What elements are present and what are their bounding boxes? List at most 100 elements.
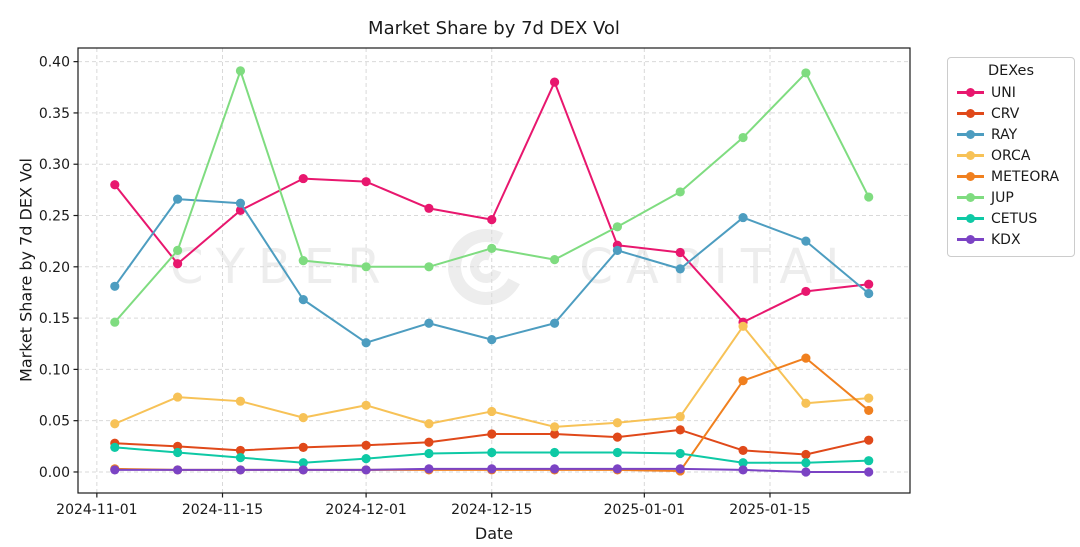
data-point-CRV: [612, 432, 623, 442]
data-point-RAY: [424, 318, 434, 328]
data-point-CETUS: [612, 447, 623, 458]
legend-swatch-JUP: [957, 193, 984, 202]
legend-swatch-METEORA: [957, 172, 984, 181]
data-point-ORCA: [612, 418, 623, 428]
legend-label-METEORA: METEORA: [991, 168, 1060, 185]
data-point-CRV: [738, 445, 748, 456]
legend-label-ORCA: ORCA: [991, 147, 1031, 164]
data-point-UNI: [864, 279, 874, 289]
tick-marks: [73, 61, 771, 498]
plot-border: [77, 47, 911, 494]
data-point-ORCA: [424, 419, 434, 429]
legend-item-RAY: RAY: [948, 124, 1074, 145]
series-KDX: [110, 464, 874, 477]
data-point-KDX: [801, 467, 811, 477]
data-point-CETUS: [361, 454, 371, 464]
data-point-RAY: [675, 264, 685, 274]
x-tick-label: 2024-12-01: [325, 502, 406, 518]
data-point-JUP: [864, 192, 874, 202]
data-point-RAY: [864, 288, 874, 299]
data-point-KDX: [738, 465, 748, 475]
legend-label-UNI: UNI: [991, 84, 1016, 101]
data-point-ORCA: [801, 398, 811, 408]
data-point-ORCA: [298, 413, 308, 423]
series-CETUS: [110, 442, 874, 468]
data-point-ORCA: [235, 396, 246, 406]
data-point-RAY: [549, 318, 560, 328]
data-point-JUP: [801, 68, 811, 78]
data-point-METEORA: [864, 405, 874, 416]
y-tick-label: 0.35: [39, 106, 70, 122]
legend-title: DEXes: [987, 63, 1035, 79]
data-point-CETUS: [298, 458, 308, 468]
legend-item-CETUS: CETUS: [948, 208, 1074, 229]
data-point-RAY: [173, 194, 183, 204]
data-point-UNI: [110, 180, 120, 190]
data-point-UNI: [424, 203, 434, 213]
x-tick-label: 2024-11-01: [56, 502, 137, 518]
legend-item-CRV: CRV: [948, 103, 1074, 124]
tick-labels: 2024-11-01 2024-11-15 2024-12-01 2024-12-15…: [39, 55, 811, 518]
data-point-JUP: [110, 317, 120, 327]
data-point-KDX: [675, 464, 685, 474]
legend-swatch-CETUS: [957, 214, 984, 223]
data-point-JUP: [298, 256, 308, 266]
x-tick-label: 2024-11-15: [182, 502, 263, 518]
data-point-CRV: [801, 449, 811, 460]
data-point-UNI: [801, 286, 811, 297]
data-point-ORCA: [361, 400, 371, 410]
legend-item-JUP: JUP: [948, 187, 1074, 208]
data-point-KDX: [298, 465, 308, 475]
data-point-JUP: [675, 187, 685, 197]
data-point-RAY: [801, 236, 811, 246]
data-point-METEORA: [738, 376, 748, 386]
y-tick-label: 0.40: [39, 55, 70, 71]
data-point-JUP: [361, 262, 371, 272]
data-point-JUP: [235, 66, 246, 76]
data-point-KDX: [549, 464, 560, 474]
data-point-CETUS: [801, 458, 811, 468]
data-point-ORCA: [173, 392, 183, 402]
data-point-CETUS: [173, 447, 183, 458]
y-tick-label: 0.15: [39, 311, 70, 327]
data-point-CETUS: [864, 456, 874, 466]
data-point-CETUS: [738, 458, 748, 468]
data-point-RAY: [738, 212, 748, 223]
x-tick-label: 2024-12-15: [451, 502, 532, 518]
data-point-RAY: [235, 198, 246, 208]
y-tick-label: 0.00: [39, 465, 70, 481]
legend-label-CETUS: CETUS: [991, 210, 1038, 227]
data-point-JUP: [424, 262, 434, 272]
data-point-CRV: [424, 437, 434, 447]
data-point-ORCA: [738, 321, 748, 331]
series-JUP: [110, 66, 874, 327]
data-point-CETUS: [235, 453, 246, 463]
x-tick-label: 2025-01-15: [729, 502, 810, 518]
series-ORCA: [110, 321, 874, 432]
legend-item-ORCA: ORCA: [948, 145, 1074, 166]
legend-label-RAY: RAY: [991, 126, 1018, 143]
y-tick-label: 0.10: [39, 362, 70, 378]
y-tick-label: 0.25: [39, 209, 70, 225]
legend-items: UNI CRV RAY ORCA METEORA JUP CETUS KDX: [948, 82, 1074, 250]
data-point-JUP: [612, 222, 623, 232]
legend-item-KDX: KDX: [948, 229, 1074, 250]
data-point-UNI: [487, 215, 497, 225]
data-point-UNI: [675, 247, 685, 258]
data-point-KDX: [361, 465, 371, 475]
data-point-KDX: [487, 464, 497, 474]
data-point-JUP: [173, 245, 183, 255]
data-point-KDX: [612, 464, 623, 474]
data-point-JUP: [738, 132, 748, 143]
y-tick-label: 0.30: [39, 157, 70, 173]
data-point-ORCA: [675, 411, 685, 422]
grid-lines: [78, 48, 910, 493]
data-point-RAY: [110, 281, 120, 291]
data-point-CETUS: [487, 447, 497, 458]
data-point-CRV: [487, 429, 497, 439]
data-point-RAY: [612, 245, 623, 255]
data-point-UNI: [549, 77, 560, 87]
legend-swatch-KDX: [957, 235, 984, 244]
